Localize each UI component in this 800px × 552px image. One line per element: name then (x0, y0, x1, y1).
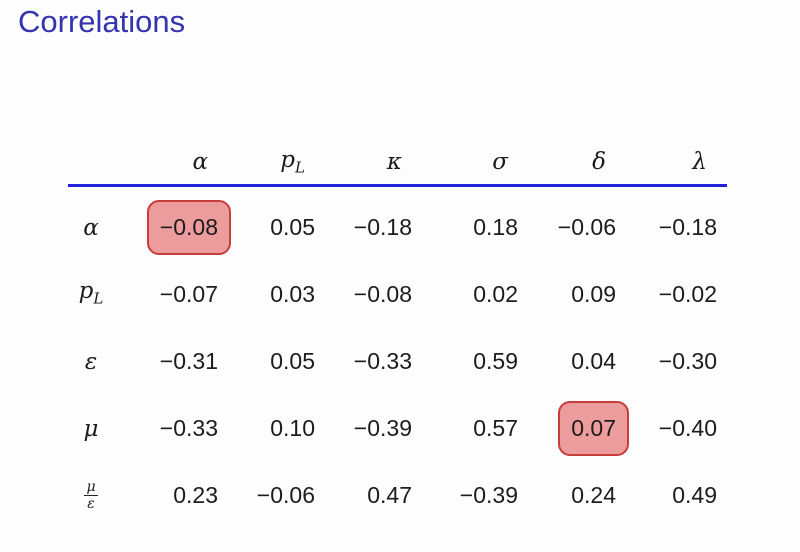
row-label-pL: pL (68, 254, 130, 321)
header-row: α pL κ σ δ λ (68, 141, 727, 187)
cell-value: −0.39 (353, 415, 412, 441)
cell-pL-sigma: 0.02 (422, 254, 528, 321)
cell-alpha-lambda: −0.18 (626, 186, 727, 255)
cell-epsilon-sigma: 0.59 (422, 321, 528, 388)
cell-value: −0.30 (658, 348, 717, 374)
cell-alpha-delta: −0.06 (528, 186, 626, 255)
cell-epsilon-lambda: −0.30 (626, 321, 727, 388)
cell-value: −0.33 (353, 348, 412, 374)
alpha-symbol: α (83, 214, 99, 241)
cell-value: −0.39 (459, 482, 518, 508)
cell-value: 0.47 (367, 482, 412, 508)
cell-pL-delta: 0.09 (528, 254, 626, 321)
cell-value: −0.07 (159, 281, 218, 307)
cell-value: 0.18 (473, 214, 518, 240)
pL-symbol: pL (280, 146, 305, 177)
cell-frac-pL: −0.06 (228, 455, 325, 522)
cell-pL-pL: 0.03 (228, 254, 325, 321)
cell-frac-kappa: 0.47 (325, 455, 422, 522)
cell-epsilon-delta: 0.04 (528, 321, 626, 388)
highlighted-value: 0.07 (558, 401, 629, 456)
cell-value: −0.06 (256, 482, 315, 508)
highlighted-value: −0.08 (146, 200, 231, 255)
cell-value: 0.04 (571, 348, 616, 374)
p-base: p (280, 146, 296, 173)
cell-frac-alpha: 0.23 (130, 455, 228, 522)
kappa-symbol: κ (386, 148, 402, 175)
cell-pL-alpha: −0.07 (130, 254, 228, 321)
p-subscript: L (93, 289, 104, 308)
cell-value: 0.49 (672, 482, 717, 508)
cell-value: 0.09 (571, 281, 616, 307)
pL-symbol: pL (78, 277, 104, 308)
row-label-mu: μ (68, 388, 130, 455)
table-row-epsilon: ε −0.31 0.05 −0.33 0.59 0.04 −0.30 (68, 321, 727, 388)
cell-mu-kappa: −0.39 (325, 388, 422, 455)
cell-alpha-sigma: 0.18 (422, 186, 528, 255)
cell-value: 0.23 (173, 482, 218, 508)
cell-value: −0.18 (353, 214, 412, 240)
header-corner-empty (68, 141, 130, 187)
cell-mu-sigma: 0.57 (422, 388, 528, 455)
cell-value: −0.18 (658, 214, 717, 240)
cell-value: 0.57 (473, 415, 518, 441)
cell-epsilon-alpha: −0.31 (130, 321, 228, 388)
cell-alpha-kappa: −0.18 (325, 186, 422, 255)
mu-symbol: μ (83, 415, 99, 442)
cell-value: 0.59 (473, 348, 518, 374)
table-row-pL: pL −0.07 0.03 −0.08 0.02 0.09 −0.02 (68, 254, 727, 321)
column-header-sigma: σ (422, 141, 528, 187)
cell-value: 0.05 (270, 348, 315, 374)
cell-value: 0.03 (270, 281, 315, 307)
delta-symbol: δ (592, 148, 606, 175)
correlation-table: α pL κ σ δ λ α −0.08 0.05 −0.18 0.18 −0.… (68, 141, 727, 522)
cell-mu-delta: 0.07 (528, 388, 629, 456)
cell-mu-alpha: −0.33 (130, 388, 228, 455)
cell-frac-sigma: −0.39 (422, 455, 528, 522)
cell-pL-lambda: −0.02 (626, 254, 727, 321)
alpha-symbol: α (192, 148, 208, 175)
column-header-alpha: α (130, 141, 228, 187)
cell-value: −0.08 (353, 281, 412, 307)
epsilon-symbol: ε (84, 348, 98, 375)
cell-value: −0.06 (557, 214, 616, 240)
sigma-symbol: σ (492, 148, 508, 175)
cell-frac-delta: 0.24 (528, 455, 626, 522)
column-header-lambda: λ (626, 141, 727, 187)
cell-mu-pL: 0.10 (228, 388, 325, 455)
cell-mu-lambda: −0.40 (626, 388, 727, 455)
p-subscript: L (295, 158, 305, 177)
fraction-denominator: ε (87, 496, 95, 512)
cell-value: −0.31 (159, 348, 218, 374)
cell-value: 0.05 (270, 214, 315, 240)
row-label-epsilon: ε (68, 321, 130, 388)
cell-alpha-alpha: −0.08 (130, 186, 231, 255)
cell-value: 0.10 (270, 415, 315, 441)
table-row-alpha: α −0.08 0.05 −0.18 0.18 −0.06 −0.18 (68, 186, 727, 255)
fraction-numerator: μ (84, 478, 98, 496)
page-title: Correlations (18, 4, 186, 39)
cell-frac-lambda: 0.49 (626, 455, 727, 522)
cell-epsilon-pL: 0.05 (228, 321, 325, 388)
column-header-kappa: κ (325, 141, 422, 187)
cell-value: 0.24 (571, 482, 616, 508)
cell-alpha-pL: 0.05 (228, 186, 325, 255)
cell-pL-kappa: −0.08 (325, 254, 422, 321)
column-header-pL: pL (228, 141, 325, 187)
cell-value: −0.33 (159, 415, 218, 441)
table-row-mu: μ −0.33 0.10 −0.39 0.57 0.07 −0.40 (68, 388, 727, 456)
column-header-delta: δ (528, 141, 626, 187)
p-base: p (78, 277, 94, 304)
cell-value: 0.02 (473, 281, 518, 307)
row-label-alpha: α (68, 186, 130, 255)
cell-epsilon-kappa: −0.33 (325, 321, 422, 388)
cell-value: −0.40 (658, 415, 717, 441)
cell-value: −0.02 (658, 281, 717, 307)
lambda-symbol: λ (692, 148, 707, 175)
